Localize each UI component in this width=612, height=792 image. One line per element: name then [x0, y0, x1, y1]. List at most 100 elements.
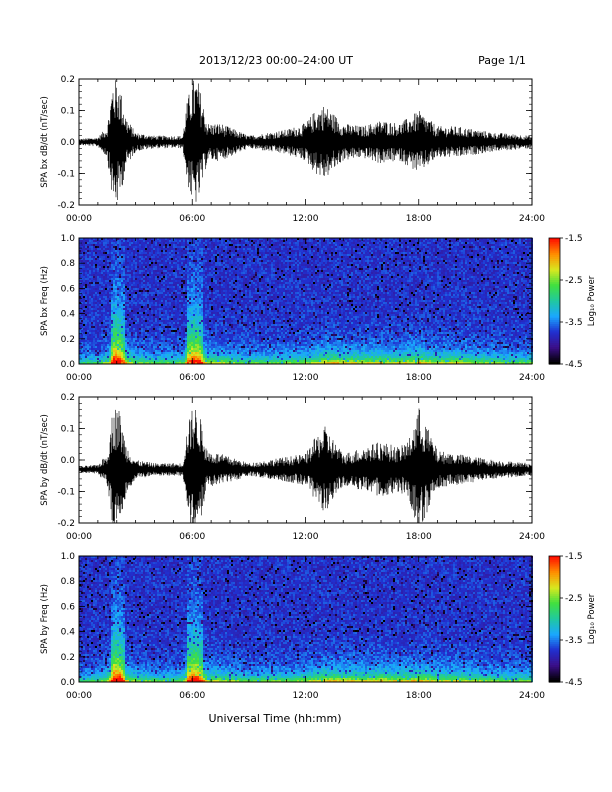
colorbar-segment: [549, 345, 560, 348]
x-tick-label: 18:00: [406, 373, 432, 383]
panel-1: 00:00 06:00 12:00 18:00 24:00 0.2 0.1 0.0 -0.1 -0…: [40, 75, 545, 224]
y-tick-label: 0.0: [61, 678, 76, 688]
x-tick-label: 24:00: [519, 532, 545, 542]
colorbar-segment: [549, 616, 560, 620]
y-tick-label: -0.2: [57, 201, 75, 211]
colorbar-segment: [549, 286, 560, 289]
colorbar-segment: [549, 642, 560, 645]
y-tick-label: 0.0: [61, 360, 76, 370]
colorbar-segment: [549, 583, 560, 586]
colorbar-segment: [549, 330, 560, 334]
colorbar-segment: [549, 250, 560, 254]
figure-title: 2013/12/23 00:00–24:00 UT: [199, 54, 353, 67]
x-tick-label: 24:00: [519, 373, 545, 383]
colorbar-segment: [549, 334, 560, 338]
colorbar-segment: [549, 614, 560, 618]
colorbar-segment: [549, 246, 560, 250]
colorbar-segment: [549, 644, 560, 647]
colorbar-segment: [549, 675, 560, 679]
colorbar-segment: [549, 568, 560, 572]
x-tick-label: 06:00: [179, 532, 205, 542]
colorbar-segment: [549, 633, 560, 637]
colorbar-segment: [549, 564, 560, 568]
colorbar-segment: [549, 606, 560, 610]
colorbar-label: Log₁₀ Power: [587, 275, 597, 326]
colorbar-segment: [549, 349, 560, 352]
colorbar-segment: [549, 654, 560, 658]
colorbar-segment: [549, 665, 560, 668]
colorbar-segment: [549, 663, 560, 666]
colorbar-segment: [549, 340, 560, 344]
colorbar-segment: [549, 263, 560, 266]
colorbar-segment: [549, 328, 560, 331]
colorbar-segment: [549, 259, 560, 262]
y-tick-label: 0.2: [61, 335, 75, 345]
colorbar-segment: [549, 652, 560, 656]
waveform-line: [78, 80, 533, 202]
colorbar-segment: [549, 347, 560, 350]
colorbar-segment: [549, 640, 560, 643]
colorbar-segment: [549, 307, 560, 310]
x-tick-label: 00:00: [66, 214, 92, 224]
colorbar-segment: [549, 635, 560, 639]
colorbar-segment: [549, 656, 560, 660]
y-tick-label: -0.2: [57, 519, 75, 529]
colorbar-segment: [549, 322, 560, 325]
x-tick-label: 06:00: [179, 373, 205, 383]
colorbar-tick-label: -3.5: [565, 318, 583, 328]
colorbar-segment: [549, 256, 560, 260]
colorbar-segment: [549, 319, 560, 323]
colorbar: -1.5 -2.5 -3.5 -4.5 Log₁₀ Power: [548, 234, 597, 370]
y-axis-label: SPA by Freq (Hz): [40, 584, 50, 654]
y-tick-label: -0.1: [57, 170, 75, 180]
y-axis-label: SPA bx dB/dt (nT/sec): [40, 96, 50, 188]
colorbar-segment: [549, 311, 560, 315]
x-tick-label: 12:00: [293, 214, 319, 224]
colorbar-segment: [549, 637, 560, 641]
colorbar-segment: [549, 591, 560, 595]
colorbar-segment: [549, 248, 560, 252]
colorbar-segment: [549, 646, 560, 649]
colorbar-segment: [549, 244, 560, 247]
x-tick-label: 18:00: [406, 532, 432, 542]
colorbar-segment: [549, 558, 560, 561]
y-tick-label: 0.2: [61, 75, 75, 85]
colorbar-segment: [549, 338, 560, 342]
y-tick-label: 0.0: [61, 138, 76, 148]
colorbar-segment: [549, 252, 560, 256]
colorbar-segment: [549, 577, 560, 580]
panel-3: 00:00 06:00 12:00 18:00 24:00 0.2 0.1 0.0 -0.1 -0…: [40, 393, 545, 542]
colorbar-segment: [549, 336, 560, 340]
colorbar-tick-label: -1.5: [565, 234, 583, 244]
colorbar: -1.5 -2.5 -3.5 -4.5 Log₁₀ Power: [548, 552, 597, 688]
colorbar-segment: [549, 313, 560, 317]
colorbar-segment: [549, 669, 560, 673]
x-tick-label: 00:00: [66, 373, 92, 383]
colorbar-tick-label: -4.5: [565, 678, 583, 688]
colorbar-segment: [549, 238, 560, 241]
x-tick-label: 24:00: [519, 691, 545, 701]
colorbar-segment: [549, 560, 560, 563]
colorbar-frame: [548, 555, 561, 683]
colorbar-segment: [549, 604, 560, 607]
colorbar-segment: [549, 332, 560, 336]
x-tick-label: 12:00: [293, 691, 319, 701]
colorbar-segment: [549, 579, 560, 582]
y-tick-label: 0.2: [61, 393, 75, 403]
x-tick-label: 06:00: [179, 214, 205, 224]
colorbar-segment: [549, 631, 560, 635]
x-tick-label: 00:00: [66, 691, 92, 701]
y-tick-label: 0.2: [61, 653, 75, 663]
colorbar-segment: [549, 585, 560, 589]
y-tick-label: 1.0: [61, 552, 76, 562]
colorbar-segment: [549, 619, 560, 622]
colorbar-segment: [549, 317, 560, 321]
colorbar-segment: [549, 593, 560, 597]
y-axis-label: SPA bx Freq (Hz): [40, 266, 50, 336]
y-tick-label: 0.0: [61, 456, 76, 466]
colorbar-segment: [549, 284, 560, 287]
y-tick-label: 1.0: [61, 234, 76, 244]
colorbar-segment: [549, 269, 560, 273]
colorbar-segment: [549, 658, 560, 662]
